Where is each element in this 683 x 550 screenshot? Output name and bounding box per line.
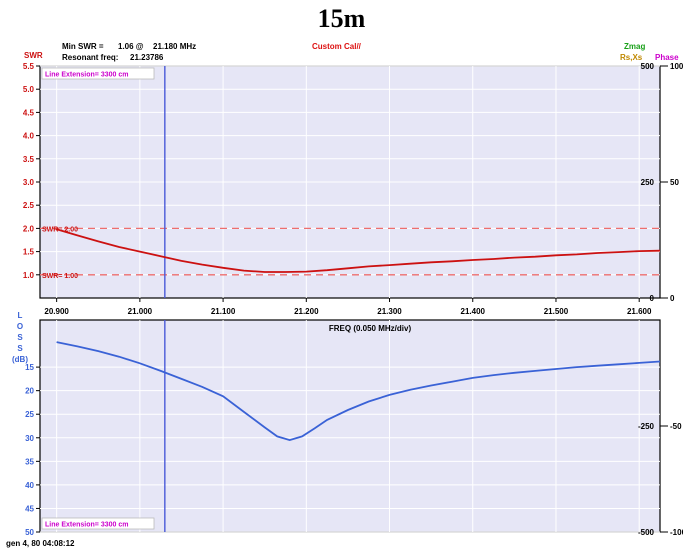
swr-y-tick-label: 1.5 [23, 248, 35, 257]
swr-reference-label: SWR= 1.00 [42, 273, 78, 280]
min-swr-value: 1.06 @ [118, 42, 144, 51]
phase-label: Phase [655, 53, 679, 62]
x-tick-label: 21.000 [128, 307, 153, 316]
swr-axis-label: SWR [24, 51, 43, 60]
loss-y-tick-label: 30 [25, 434, 34, 443]
swr-y-tick-label: 4.0 [23, 132, 35, 141]
swr-zmag-tick-label: 250 [641, 178, 655, 187]
swr-y-tick-label: 4.5 [23, 108, 35, 117]
x-tick-label: 21.200 [294, 307, 319, 316]
line-extension-box [41, 517, 155, 530]
loss-phase-tick-label: -50 [670, 422, 682, 431]
loss-zmag-tick-label: -500 [638, 528, 655, 537]
swr-phase-tick-label: 0 [670, 294, 675, 303]
loss-axis-letter: S [17, 333, 23, 342]
chart-title: 15m [317, 4, 366, 33]
resonant-freq-label: Resonant freq: [62, 53, 119, 62]
loss-y-tick-label: 25 [25, 410, 34, 419]
loss-axis-letter: L [18, 311, 23, 320]
swr-phase-tick-label: 100 [670, 62, 683, 71]
swr-zmag-tick-label: 500 [641, 62, 655, 71]
swr-phase-tick-label: 50 [670, 178, 679, 187]
custom-cal-label: Custom Cal// [312, 42, 361, 51]
loss-zmag-tick-label: -250 [638, 422, 655, 431]
swr-y-tick-label: 3.5 [23, 155, 35, 164]
line-extension-label: Line Extension= 3300 cm [45, 522, 128, 529]
min-swr-freq: 21.180 MHz [153, 42, 197, 51]
x-tick-label: 21.400 [461, 307, 486, 316]
x-axis-label: FREQ (0.050 MHz/div) [329, 324, 412, 333]
loss-y-tick-label: 20 [25, 387, 34, 396]
swr-zmag-tick-label: 0 [650, 294, 655, 303]
swr-y-tick-label: 3.0 [23, 178, 35, 187]
swr-y-tick-label: 2.0 [23, 224, 35, 233]
timestamp: gen 4, 80 04:08:12 [6, 539, 75, 548]
zmag-label: Zmag [624, 42, 646, 51]
swr-y-tick-label: 1.0 [23, 271, 35, 280]
loss-y-tick-label: 15 [25, 363, 34, 372]
x-tick-label: 21.300 [377, 307, 402, 316]
loss-axis-letter: S [17, 344, 23, 353]
min-swr-label: Min SWR = [62, 42, 104, 51]
swr-y-tick-label: 5.5 [23, 62, 35, 71]
loss-axis-letter: O [17, 322, 23, 331]
loss-y-tick-label: 50 [25, 528, 34, 537]
line-extension-label: Line Extension= 3300 cm [45, 72, 128, 79]
line-extension-box [41, 67, 155, 80]
loss-phase-tick-label: -100 [670, 528, 683, 537]
loss-y-tick-label: 35 [25, 457, 34, 466]
swr-y-tick-label: 2.5 [23, 201, 35, 210]
x-tick-label: 21.500 [544, 307, 569, 316]
loss-y-tick-label: 45 [25, 504, 34, 513]
loss-axis-unit: (dB) [12, 355, 28, 364]
swr-series-line [56, 228, 661, 273]
loss-series-line [56, 341, 661, 442]
x-tick-label: 21.100 [211, 307, 236, 316]
loss-plot-area [39, 319, 661, 533]
x-tick-label: 21.600 [627, 307, 652, 316]
rsxs-label: Rs,Xs [620, 53, 643, 62]
resonant-freq-value: 21.23786 [130, 53, 164, 62]
loss-y-tick-label: 40 [25, 481, 34, 490]
swr-y-tick-label: 5.0 [23, 85, 35, 94]
x-tick-label: 20.900 [44, 307, 69, 316]
